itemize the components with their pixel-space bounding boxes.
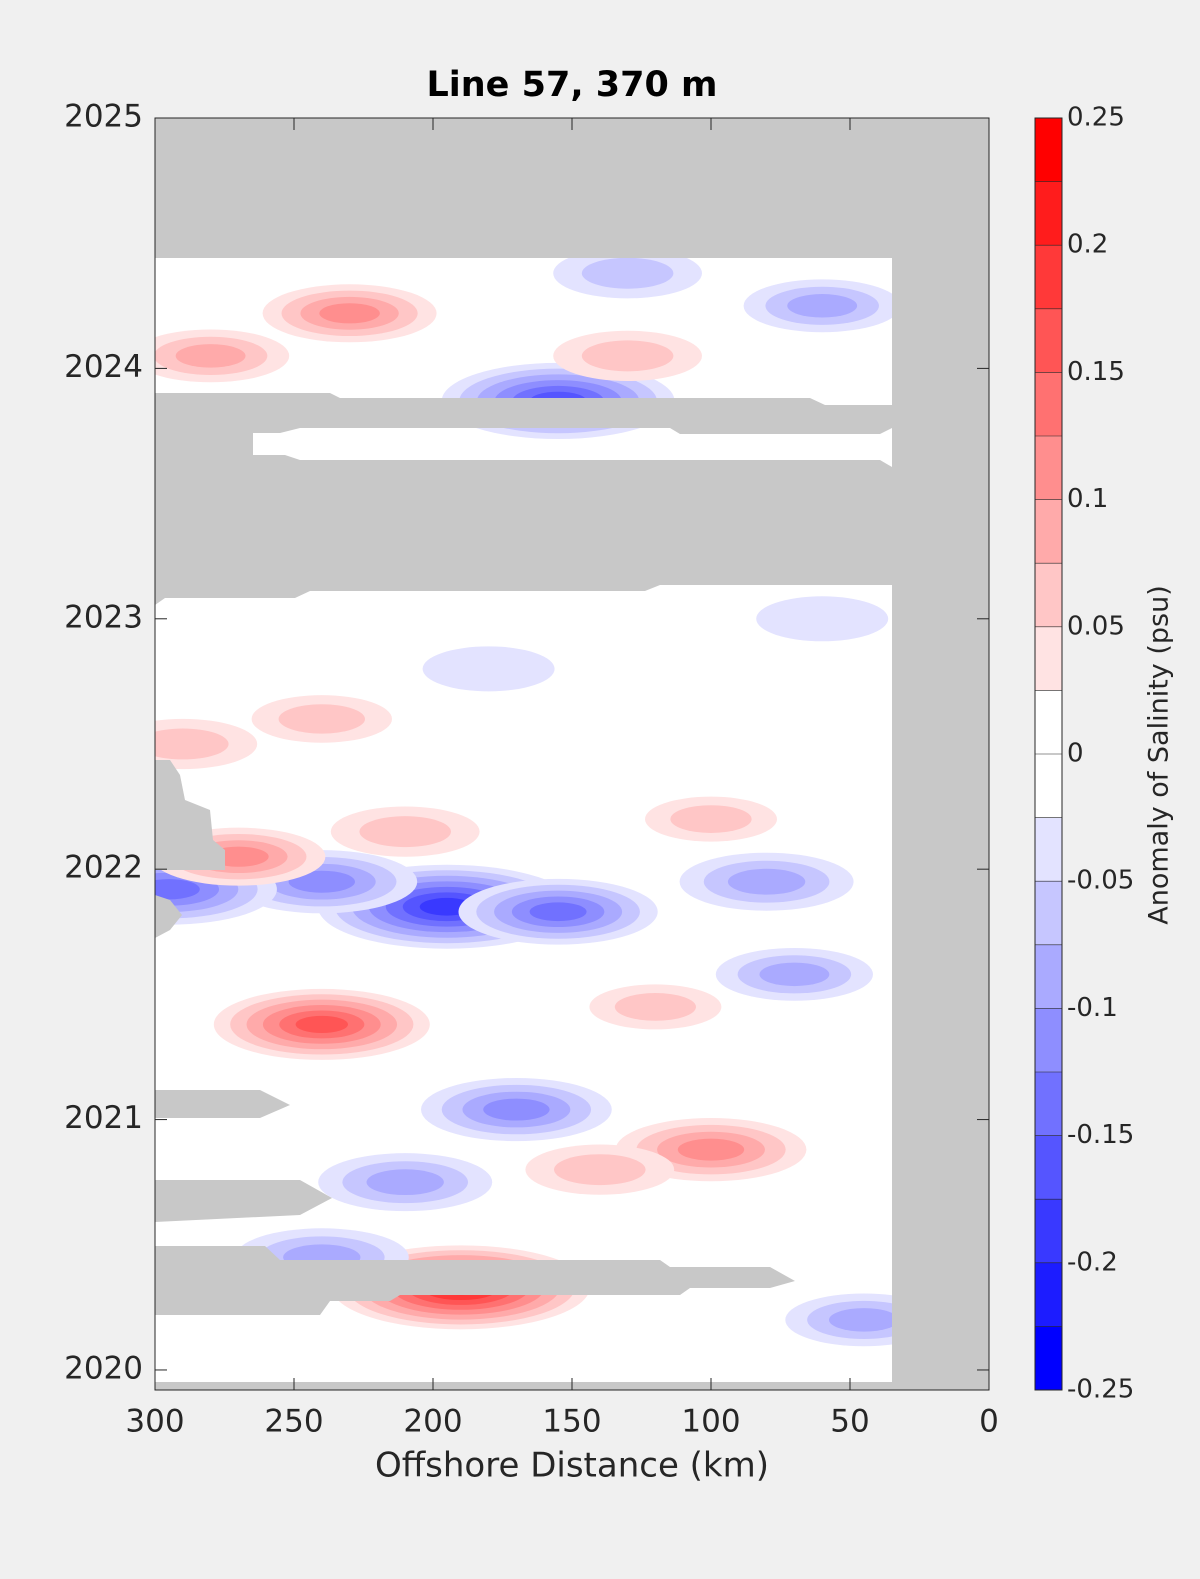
x-tick-label: 0 xyxy=(979,1404,999,1440)
colorbar-tick-label: 0.15 xyxy=(1067,357,1125,387)
colorbar-tick-label: 0 xyxy=(1067,739,1084,769)
colorbar-tick-label: -0.1 xyxy=(1067,993,1118,1023)
y-tick-label: 2022 xyxy=(64,850,143,886)
colorbar-band xyxy=(1035,245,1062,309)
colorbar-band xyxy=(1035,1199,1062,1263)
colorbar-band xyxy=(1035,754,1062,818)
contour-level xyxy=(155,879,200,900)
x-tick-label: 200 xyxy=(403,1404,462,1440)
colorbar-tick-label: 0.05 xyxy=(1067,611,1125,641)
colorbar-band xyxy=(1035,1072,1062,1136)
y-tick-label: 2021 xyxy=(64,1100,143,1136)
colorbar-band xyxy=(1035,1326,1062,1390)
contour-level xyxy=(359,816,451,848)
colorbar-tick-label: -0.2 xyxy=(1067,1247,1118,1277)
colorbar-band xyxy=(1035,308,1062,373)
colorbar-tick-label: 0.2 xyxy=(1067,230,1108,260)
contour-level xyxy=(155,728,229,760)
colorbar-band xyxy=(1035,881,1062,945)
contour-level xyxy=(677,1138,745,1161)
contour-level xyxy=(288,870,355,893)
colorbar-tick-label: 0.1 xyxy=(1067,484,1108,514)
contour-level xyxy=(319,303,380,324)
x-axis-label: Offshore Distance (km) xyxy=(375,1446,769,1486)
contour-level xyxy=(614,993,697,1021)
colorbar-band xyxy=(1035,563,1062,627)
contour-level xyxy=(175,344,246,368)
colorbar-band xyxy=(1035,181,1062,246)
colorbar-band xyxy=(1035,1262,1062,1327)
colorbar-label: Anomaly of Salinity (psu) xyxy=(1144,585,1175,924)
colorbar-band xyxy=(1035,690,1062,754)
colorbar-band xyxy=(1035,1135,1062,1200)
colorbar-tick-label: 0.25 xyxy=(1067,103,1125,133)
contour-level xyxy=(727,868,806,895)
contour-level xyxy=(756,596,889,642)
colorbar-band xyxy=(1035,372,1062,436)
contour-level xyxy=(581,340,674,372)
y-tick-label: 2024 xyxy=(64,349,143,385)
x-tick-label: 250 xyxy=(264,1404,323,1440)
colorbar-tick-label: -0.15 xyxy=(1067,1120,1134,1150)
colorbar-frame xyxy=(1034,117,1063,1391)
y-tick-label: 2020 xyxy=(64,1350,143,1386)
x-tick-label: 300 xyxy=(125,1404,184,1440)
colorbar-tick-label: -0.05 xyxy=(1067,866,1134,896)
contour-level xyxy=(759,962,830,987)
contour-level xyxy=(529,902,587,922)
x-tick-label: 150 xyxy=(542,1404,601,1440)
colorbar-band xyxy=(1035,499,1062,564)
contour-level xyxy=(787,294,858,318)
colorbar-band xyxy=(1035,817,1062,882)
contour-level xyxy=(670,805,752,833)
contour-level xyxy=(554,1154,646,1186)
contour-level xyxy=(295,1015,348,1034)
colorbar-tick-label: -0.25 xyxy=(1067,1375,1134,1405)
x-tick-label: 50 xyxy=(830,1404,869,1440)
colorbar-band xyxy=(1035,1008,1062,1072)
colorbar-band xyxy=(1035,626,1062,691)
contour-level xyxy=(581,258,674,289)
colorbar-band xyxy=(1035,944,1062,1009)
contour-level xyxy=(278,704,365,734)
y-tick-label: 2023 xyxy=(64,599,143,635)
contour-level xyxy=(828,1308,892,1332)
chart-title: Line 57, 370 m xyxy=(426,65,717,105)
colorbar-band xyxy=(1035,118,1062,182)
contour-level xyxy=(422,646,555,692)
no-data-mask xyxy=(155,393,892,1390)
contour-level xyxy=(366,1169,444,1196)
x-tick-label: 100 xyxy=(681,1404,740,1440)
y-tick-label: 2025 xyxy=(64,99,143,135)
colorbar-band xyxy=(1035,436,1062,500)
contour-level xyxy=(483,1098,550,1121)
